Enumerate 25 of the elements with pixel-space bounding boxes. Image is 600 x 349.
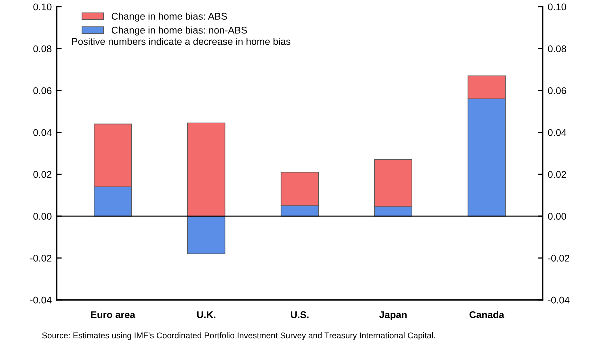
y2-tick-label: -0.02 bbox=[548, 254, 570, 262]
annotation: Positive numbers indicate a decrease in home bias bbox=[72, 38, 291, 46]
y-tick-label: 0.08 bbox=[34, 46, 52, 52]
x-tick-label: U.S. bbox=[291, 312, 309, 318]
y2-tick-label: 0.00 bbox=[548, 213, 566, 220]
x-tick-label: U.K. bbox=[197, 312, 216, 318]
legend-label: Change in home bias: non-ABS bbox=[112, 26, 248, 36]
y2-tick-label: 0.02 bbox=[548, 171, 566, 178]
y-tick-label: 0.02 bbox=[34, 171, 52, 178]
source-note: Source: Estimates using IMF's Coordinated Portfolio Investment Survey and Treasury International Capital. bbox=[42, 332, 436, 340]
x-tick-label: Euro area bbox=[91, 312, 136, 318]
y-tick-label: 0.10 bbox=[34, 4, 52, 11]
y-tick-label: -0.04 bbox=[30, 296, 52, 304]
x-tick-label: Japan bbox=[380, 312, 407, 320]
y2-tick-label: 0.10 bbox=[548, 4, 566, 11]
y-tick-label: -0.02 bbox=[30, 254, 52, 262]
y-tick-label: 0.04 bbox=[34, 129, 52, 136]
x-tick-label: Canada bbox=[470, 311, 505, 318]
y2-tick-label: 0.06 bbox=[548, 87, 566, 94]
y-tick-label: 0.00 bbox=[34, 213, 52, 220]
legend-label: Change in home bias: ABS bbox=[112, 12, 228, 22]
y2-tick-label: 0.08 bbox=[548, 46, 566, 52]
y-tick-label: 0.06 bbox=[34, 87, 52, 94]
y2-tick-label: -0.04 bbox=[548, 296, 570, 304]
y2-tick-label: 0.04 bbox=[548, 129, 566, 136]
